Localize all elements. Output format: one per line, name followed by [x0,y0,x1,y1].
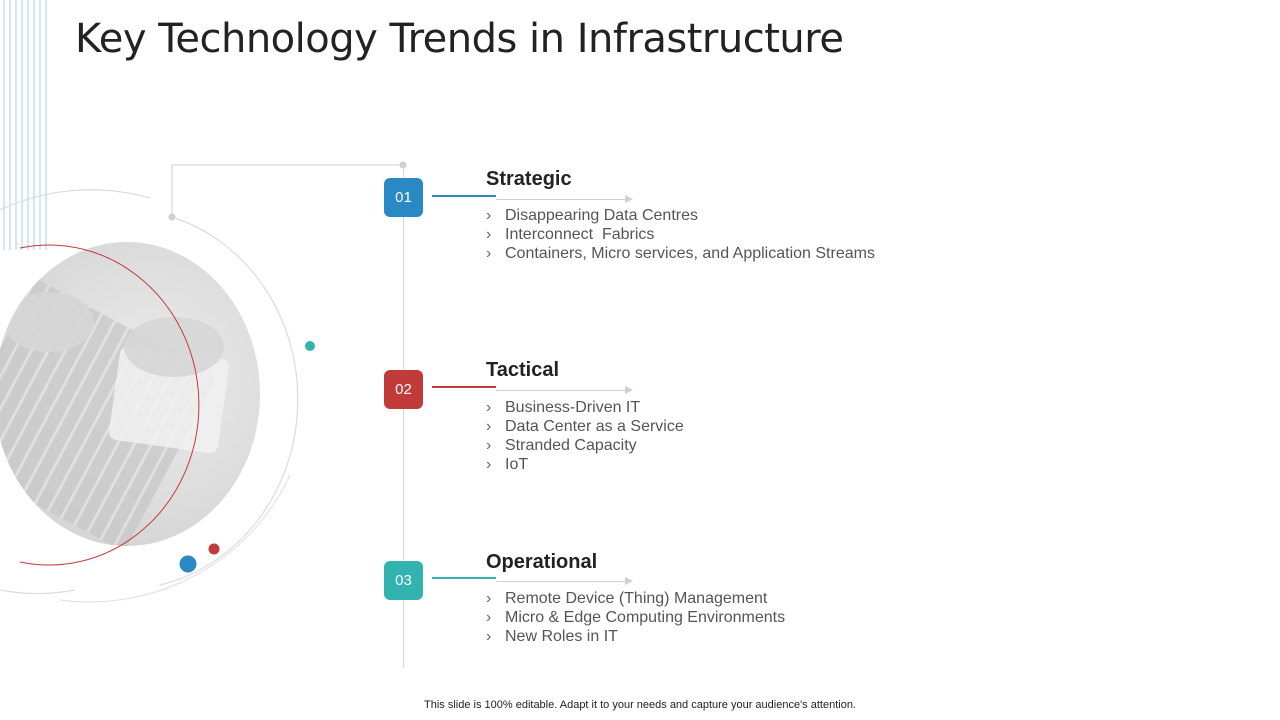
chevron-right-icon: › [486,399,492,416]
section-number: 03 [395,572,412,589]
list-item: › Remote Device (Thing) Management [486,590,768,607]
chevron-right-icon: › [486,456,492,473]
chevron-right-icon: › [486,245,492,262]
section-title-operational: Operational [486,551,598,573]
section-list-tactical: › Business-Driven IT › Data Center as a Se… [486,398,684,474]
chevron-right-icon: › [486,226,492,243]
section-number: 02 [395,381,412,398]
list-item: › Containers, Micro services, and Applica… [486,245,875,262]
footer-note: This slide is 100% editable. Adapt it to… [424,699,856,711]
section-list-strategic: › Disappearing Data Centres › Interconnect… [486,206,875,263]
list-item: › New Roles in IT [486,628,618,645]
section-badge-03: 03 [384,561,423,600]
section-connector [432,386,496,388]
hand-graphic [124,317,224,377]
decorative-arcs [0,161,407,603]
list-item: › Interconnect Fabrics [486,226,655,243]
section-arrow-line [496,199,626,200]
page-title: Key Technology Trends in Infrastructure [75,16,844,62]
section-list-operational: › Remote Device (Thing) Management › Micro… [486,589,785,646]
list-item: › Micro & Edge Computing Environments [486,609,786,626]
section-number: 01 [395,189,412,206]
section-title-strategic: Strategic [486,168,572,190]
section-arrow-line [496,390,626,391]
arrow-head-icon [625,195,633,203]
timeline-line [403,165,404,668]
hand-graphic [4,292,94,352]
list-item: › IoT [486,456,529,473]
section-title-tactical: Tactical [486,359,559,381]
list-item: › Disappearing Data Centres [486,207,698,224]
arrow-head-icon [625,386,633,394]
list-item: › Data Center as a Service [486,418,684,435]
chevron-right-icon: › [486,207,492,224]
arrow-head-icon [625,577,633,585]
section-arrow-line [496,581,626,582]
decorative-vertical-lines [3,0,47,250]
section-connector [432,195,496,197]
list-item: › Stranded Capacity [486,437,637,454]
chevron-right-icon: › [486,609,492,626]
section-badge-02: 02 [384,370,423,409]
list-item: › Business-Driven IT [486,399,641,416]
section-badge-01: 01 [384,178,423,217]
section-connector [432,577,496,579]
chevron-right-icon: › [486,590,492,607]
chevron-right-icon: › [486,437,492,454]
laptop-photo [0,242,260,546]
chevron-right-icon: › [486,418,492,435]
chevron-right-icon: › [486,628,492,645]
